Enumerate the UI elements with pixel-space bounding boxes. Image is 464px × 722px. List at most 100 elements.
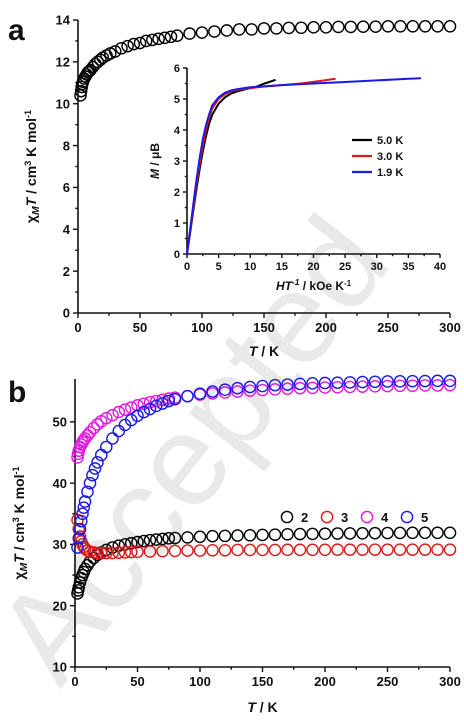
data-point: [77, 501, 91, 514]
data-point: [91, 418, 104, 431]
legend-label: 2: [301, 510, 308, 525]
data-point: [108, 45, 122, 58]
data-point: [243, 543, 257, 557]
data-point: [293, 543, 307, 557]
y-tick-label: 6: [174, 63, 180, 75]
series-line: [186, 77, 422, 255]
data-point: [331, 527, 344, 540]
x-tick-label: 5: [216, 261, 222, 273]
y-tick-label: 5: [174, 94, 180, 106]
x-tick-label: 0: [184, 261, 190, 273]
legend-label: 1.9 K: [377, 167, 403, 179]
data-point: [193, 530, 207, 544]
data-point: [168, 392, 182, 406]
x-tick-label: 25: [339, 261, 351, 273]
data-point: [318, 376, 332, 390]
data-point: [306, 527, 319, 541]
data-point: [268, 383, 282, 396]
legend-marker: [280, 510, 294, 524]
data-point: [206, 385, 219, 398]
legend-label: 3.0 K: [377, 151, 403, 163]
data-point: [431, 374, 444, 388]
y-tick-label: 4: [174, 125, 181, 137]
data-point: [256, 543, 269, 557]
y-tick-label: 10: [53, 660, 67, 675]
data-point: [99, 411, 113, 425]
data-point: [127, 37, 141, 51]
data-point: [181, 389, 194, 403]
x-tick-label: 150: [252, 674, 274, 689]
data-point: [431, 379, 444, 392]
data-point: [443, 378, 457, 392]
data-point: [158, 31, 172, 45]
data-point: [270, 22, 283, 35]
data-point: [356, 20, 370, 33]
y-tick-label: 40: [53, 476, 67, 491]
data-point: [131, 409, 144, 423]
series-line: [186, 78, 276, 255]
data-point: [356, 380, 369, 393]
data-point: [343, 376, 357, 389]
data-point: [218, 383, 232, 397]
data-point: [162, 532, 176, 545]
data-point: [245, 23, 258, 36]
data-point: [131, 535, 144, 549]
data-point: [195, 26, 209, 39]
x-tick-label: 100: [189, 674, 211, 689]
panel-b-letter: b: [8, 376, 26, 409]
data-point: [431, 526, 444, 540]
data-point: [406, 374, 419, 388]
data-point: [74, 514, 88, 528]
panel-a-inset-chart: 0 5 10 15 20 25 30 35 40 0 1 2 3 4 5 6 HT-1 / kOe K-1 M /…: [148, 63, 446, 293]
data-point: [146, 33, 159, 47]
data-point: [106, 408, 119, 422]
x-tick-label: 35: [402, 261, 414, 273]
legend-label: 4: [381, 510, 389, 525]
data-point: [87, 421, 101, 435]
y-tick-label: 14: [56, 13, 71, 28]
y-tick-label: 8: [63, 138, 70, 153]
data-point: [293, 381, 307, 395]
y-tick-label: 2: [63, 264, 70, 279]
y-tick-label: 3: [174, 156, 180, 168]
data-point: [149, 399, 163, 413]
x-tick-label: 50: [130, 674, 144, 689]
data-point: [91, 546, 104, 560]
data-point: [131, 399, 144, 412]
data-point: [218, 529, 232, 543]
x-tick-label: 300: [439, 674, 461, 689]
data-point: [368, 543, 382, 556]
data-point: [231, 381, 244, 395]
data-point: [231, 385, 244, 398]
data-point: [294, 21, 308, 35]
x-tick-label: 100: [191, 320, 213, 335]
legend-label: 5: [421, 510, 428, 525]
data-point: [256, 528, 269, 542]
legend-label: 5.0 K: [377, 135, 403, 147]
x-tick-label: 0: [71, 674, 78, 689]
x-axis-label: T / K: [249, 343, 279, 359]
y-axis-label: M / μB: [148, 143, 162, 179]
data-point: [156, 532, 169, 546]
data-point: [406, 19, 420, 33]
x-tick-label: 15: [276, 261, 288, 273]
data-point: [170, 29, 184, 42]
y-tick-label: 50: [53, 415, 67, 430]
data-point: [162, 394, 176, 408]
data-point: [243, 380, 257, 394]
data-point: [124, 413, 138, 427]
data-point: [137, 405, 151, 419]
data-point: [393, 526, 407, 540]
data-point: [332, 20, 345, 34]
y-axis-label: χMT / cm3 K mol-1: [11, 466, 30, 579]
data-point: [406, 526, 419, 540]
data-point: [74, 84, 88, 98]
data-point: [131, 545, 144, 559]
data-point: [418, 379, 432, 392]
data-point: [112, 405, 126, 419]
data-point: [318, 527, 332, 541]
data-point: [331, 380, 344, 394]
y-tick-label: 12: [56, 55, 70, 70]
data-point: [406, 543, 419, 556]
data-point: [418, 19, 432, 33]
